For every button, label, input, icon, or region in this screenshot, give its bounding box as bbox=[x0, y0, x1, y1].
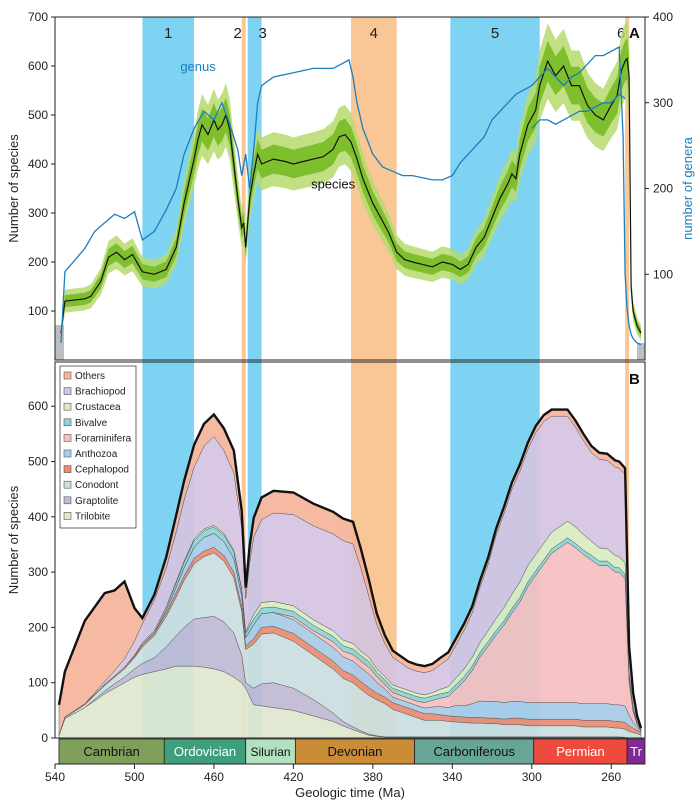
legend-label-foraminifera: Foraminifera bbox=[75, 433, 132, 444]
x-tick-label: 460 bbox=[204, 770, 224, 784]
y-tick-label-a: 700 bbox=[28, 10, 48, 24]
legend-label-crustacea: Crustacea bbox=[75, 402, 121, 413]
x-tick-label: 380 bbox=[363, 770, 383, 784]
y-tick-label-b: 600 bbox=[28, 399, 48, 413]
end-marker bbox=[637, 343, 645, 360]
period-label-carboniferous: Carboniferous bbox=[433, 744, 515, 759]
legend-swatch-foraminifera bbox=[63, 434, 72, 442]
period-label-devonian: Devonian bbox=[327, 744, 382, 759]
legend-label-graptolite: Graptolite bbox=[75, 496, 119, 507]
legend-label-cephalopod: Cephalopod bbox=[75, 465, 129, 476]
panel-letter-b: B bbox=[629, 371, 640, 388]
genus-line bbox=[60, 45, 642, 346]
interval-band-2 bbox=[241, 17, 246, 738]
legend-label-anthozoa: Anthozoa bbox=[75, 449, 118, 460]
legend-swatch-crustacea bbox=[63, 402, 72, 411]
total-outline bbox=[57, 408, 643, 729]
legend-label-trilobite: Trilobite bbox=[75, 511, 111, 522]
legend-label-conodont: Conodont bbox=[75, 480, 119, 491]
y-tick-label-b: 200 bbox=[28, 620, 48, 634]
interval-label-5: 5 bbox=[491, 25, 499, 42]
period-label-silurian: Silurian bbox=[251, 745, 291, 759]
legend-label-others: Others bbox=[75, 371, 105, 382]
y-tick-label-a: 300 bbox=[28, 206, 48, 220]
legend-box bbox=[59, 365, 137, 529]
x-tick-label: 420 bbox=[283, 770, 303, 784]
period-label-cambrian: Cambrian bbox=[83, 744, 139, 759]
y2-tick-label: 300 bbox=[653, 96, 673, 110]
y-tick-label-a: 600 bbox=[28, 59, 48, 73]
interval-label-3: 3 bbox=[258, 25, 266, 42]
legend: Others Brachiopod Crustacea Bivalve Foramini… bbox=[59, 365, 137, 529]
legend-swatch-brachiopod bbox=[63, 387, 72, 395]
y-tick-label-a: 200 bbox=[28, 255, 48, 269]
y-tick-label-a: 400 bbox=[28, 157, 48, 171]
y-tick-label-a: 100 bbox=[28, 304, 48, 318]
start-marker bbox=[55, 325, 64, 360]
period-label-ordovician: Ordovician bbox=[174, 744, 236, 759]
legend-swatch-anthozoa bbox=[63, 449, 72, 458]
legend-swatch-graptolite bbox=[63, 496, 72, 505]
species-line bbox=[60, 57, 642, 334]
period-silurian bbox=[245, 738, 296, 765]
period-label-tr: Tr bbox=[630, 744, 642, 759]
interval-label-2: 2 bbox=[234, 25, 242, 42]
legend-label-brachiopod: Brachiopod bbox=[75, 387, 126, 398]
genus-line-secondary bbox=[531, 93, 626, 129]
legend-swatch-cephalopod bbox=[63, 465, 72, 473]
panel-letter-a: A bbox=[629, 25, 640, 42]
y-tick-label-b: 300 bbox=[28, 565, 48, 579]
x-axis-title: Geologic time (Ma) bbox=[295, 785, 405, 800]
y-tick-label-b: 0 bbox=[41, 731, 48, 745]
period-label-permian: Permian bbox=[556, 744, 604, 759]
y2-axis-title: number of genera bbox=[680, 136, 695, 239]
interval-label-6: 6 bbox=[617, 25, 625, 42]
y2-tick-label: 200 bbox=[653, 182, 673, 196]
x-tick-label: 540 bbox=[45, 770, 65, 784]
y2-tick-label: 400 bbox=[653, 10, 673, 24]
annotation-genus: genus bbox=[180, 59, 216, 74]
interval-band-6 bbox=[625, 17, 630, 738]
interval-label-4: 4 bbox=[370, 25, 378, 42]
period-permian bbox=[533, 738, 628, 765]
period-devonian bbox=[294, 738, 415, 765]
panel-b-frame bbox=[54, 361, 646, 739]
panel-b: B 0 100 200 300 400 500 600 Number of species Oth… bbox=[6, 361, 646, 745]
legend-label-bivalve: Bivalve bbox=[75, 418, 108, 429]
legend-swatch-others bbox=[63, 371, 72, 380]
x-axis: Cambrian Ordovician Silurian Devonian Carbon… bbox=[45, 738, 646, 800]
y2-tick-label: 100 bbox=[653, 267, 673, 281]
y-tick-label-b: 100 bbox=[28, 676, 48, 690]
interval-label-1: 1 bbox=[164, 25, 172, 42]
y-tick-label-b: 500 bbox=[28, 455, 48, 469]
legend-swatch-bivalve bbox=[63, 418, 72, 427]
x-tick-label: 300 bbox=[522, 770, 542, 784]
x-tick-label: 500 bbox=[124, 770, 144, 784]
annotation-species: species bbox=[311, 177, 356, 192]
x-tick-label: 260 bbox=[601, 770, 621, 784]
y-axis-title-a: Number of species bbox=[6, 134, 21, 243]
x-tick-label: 340 bbox=[442, 770, 462, 784]
legend-swatch-trilobite bbox=[63, 512, 72, 520]
y-axis-title-b: Number of species bbox=[6, 485, 21, 594]
y-tick-label-a: 500 bbox=[28, 108, 48, 122]
period-carboniferous bbox=[414, 738, 535, 765]
legend-swatch-conodont bbox=[63, 480, 72, 489]
y-tick-label-b: 400 bbox=[28, 510, 48, 524]
period-cambrian bbox=[58, 738, 165, 765]
